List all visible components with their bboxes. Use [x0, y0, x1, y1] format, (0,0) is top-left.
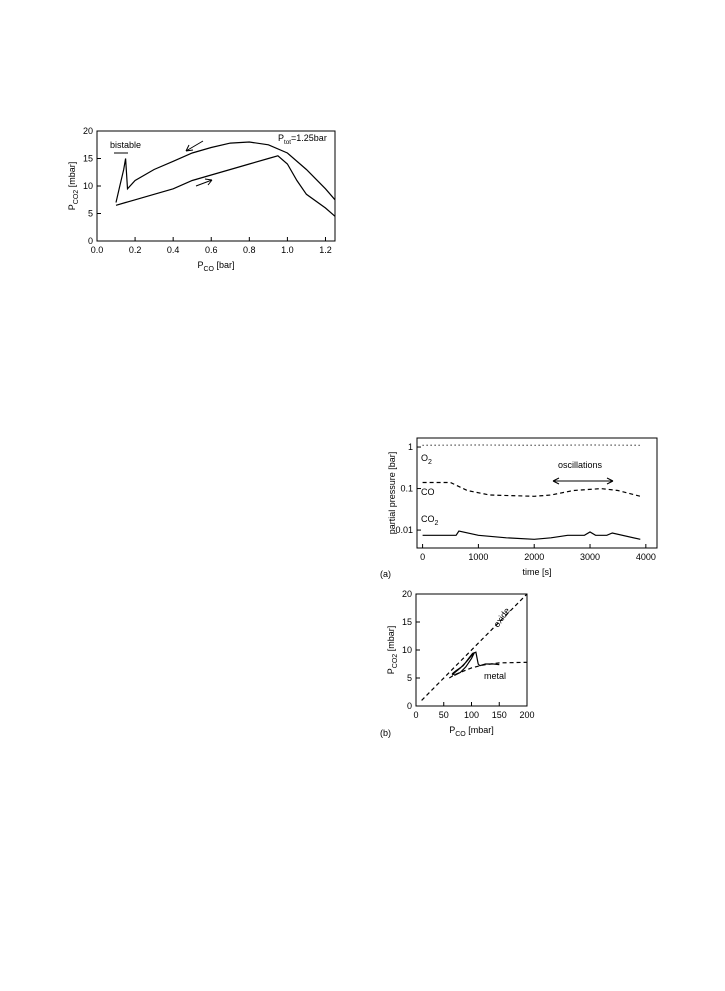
x-tick-label: 3000: [580, 552, 600, 562]
x-axis-label-rest: [bar]: [214, 260, 235, 270]
annotation-sub: tot: [284, 139, 291, 146]
y-tick-label: 0.1: [400, 484, 413, 494]
y-axis-label-rest: [mbar]: [386, 626, 396, 654]
y-axis-label: PCO2 [mbar]: [386, 626, 399, 674]
annotation: oscillations: [558, 460, 603, 470]
x-axis-label: time [s]: [522, 567, 551, 577]
plot-frame: [416, 437, 658, 549]
x-tick-label: 0.6: [205, 245, 218, 255]
x-tick-label: 100: [464, 710, 479, 720]
x-tick-label: 200: [519, 710, 534, 720]
y-tick-label: 0: [88, 236, 93, 246]
x-axis-label: PCO [mbar]: [449, 725, 494, 738]
y-tick-label: 15: [402, 617, 412, 627]
arrow: [195, 178, 213, 187]
x-tick-label: 4000: [636, 552, 656, 562]
x-tick-label: 1000: [468, 552, 488, 562]
x-axis-label-main: P: [449, 725, 455, 735]
panel-label: (b): [380, 728, 391, 738]
x-tick-label: 1.2: [319, 245, 332, 255]
x-axis-label-sub: CO: [204, 266, 215, 273]
x-axis-label-sub: CO: [455, 731, 466, 738]
y-tick-label: 1: [408, 442, 413, 452]
series-label: metal: [484, 671, 506, 681]
x-axis-label-main: P: [197, 260, 203, 270]
x-tick-label: 150: [492, 710, 507, 720]
x-tick-label: 0.2: [129, 245, 142, 255]
y-axis-label: PCO2 [mbar]: [67, 162, 80, 210]
data-line: [448, 661, 528, 679]
y-tick-label: 0.01: [395, 525, 413, 535]
data-line: [422, 481, 641, 497]
y-axis-label: partial pressure [bar]: [387, 452, 397, 535]
series-label: CO2: [421, 514, 439, 527]
panel-label: (a): [380, 569, 391, 579]
y-tick-label: 10: [83, 181, 93, 191]
annotation: bistable: [110, 140, 141, 150]
x-tick-label: 0: [413, 710, 418, 720]
data-line: [421, 593, 528, 701]
y-tick-label: 0: [407, 701, 412, 711]
data-line: [115, 141, 336, 203]
x-axis-label-rest: [mbar]: [466, 725, 494, 735]
y-axis-label-main: P: [386, 668, 396, 674]
y-axis-label-main: P: [67, 204, 77, 210]
y-tick-label: 5: [88, 209, 93, 219]
y-axis-label-rest: [mbar]: [67, 162, 77, 190]
data-line: [115, 155, 336, 217]
y-tick-label: 5: [407, 673, 412, 683]
y-tick-label: 20: [402, 589, 412, 599]
x-tick-label: 0.0: [91, 245, 104, 255]
y-tick-label: 20: [83, 126, 93, 136]
x-tick-label: 1.0: [281, 245, 294, 255]
x-tick-label: 0.8: [243, 245, 256, 255]
y-axis-label-sub: CO2: [392, 654, 399, 669]
x-tick-label: 0.4: [167, 245, 180, 255]
x-tick-label: 2000: [524, 552, 544, 562]
data-line: [422, 530, 641, 540]
data-line: [451, 651, 500, 676]
annotation-rest: =1.25bar: [291, 133, 327, 143]
y-tick-label: 10: [402, 645, 412, 655]
arrow: [185, 140, 204, 152]
double-arrow: [552, 477, 614, 485]
x-tick-label: 50: [439, 710, 449, 720]
x-axis-label: PCO [bar]: [197, 260, 234, 273]
series-label: O2: [421, 453, 432, 466]
y-axis-label-sub: CO2: [73, 190, 80, 205]
annotation-main: P: [278, 133, 284, 143]
x-tick-label: 0: [420, 552, 425, 562]
series-label: CO: [421, 487, 435, 497]
annotation: Ptot=1.25bar: [278, 133, 327, 146]
y-tick-label: 15: [83, 154, 93, 164]
